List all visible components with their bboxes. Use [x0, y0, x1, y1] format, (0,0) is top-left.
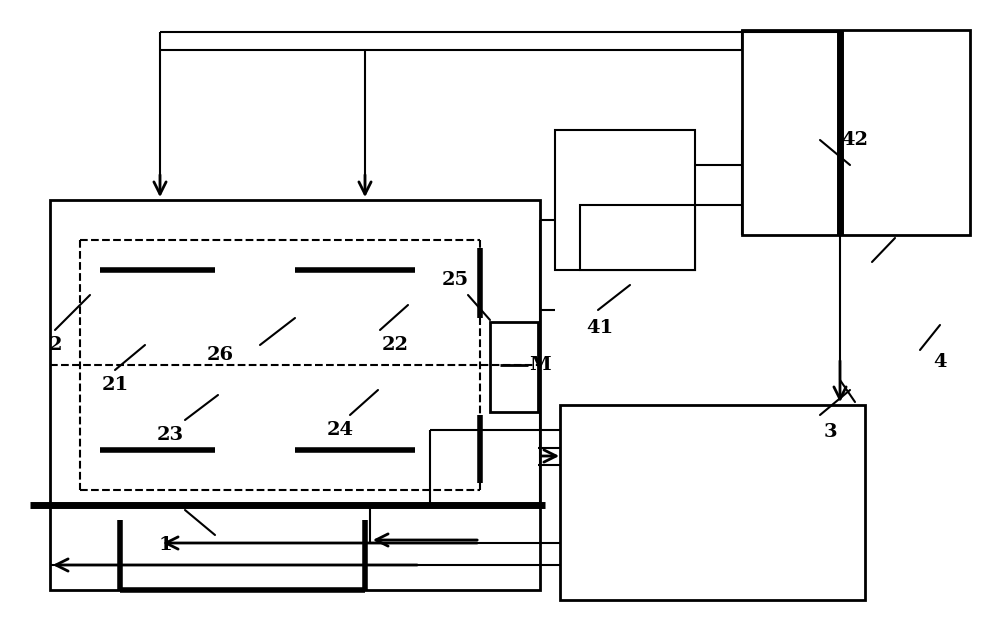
Text: 41: 41	[586, 319, 614, 337]
Text: 21: 21	[101, 376, 129, 394]
Text: 23: 23	[156, 426, 184, 444]
Text: 3: 3	[823, 423, 837, 441]
Bar	[580, 205, 695, 270]
Bar	[50, 200, 540, 590]
Text: 2: 2	[48, 336, 62, 354]
Text: 1: 1	[158, 536, 172, 554]
Text: 4: 4	[933, 353, 947, 371]
Bar	[742, 30, 970, 235]
Text: M: M	[529, 356, 551, 374]
Bar	[560, 405, 865, 600]
Text: 25: 25	[441, 271, 469, 289]
Text: 26: 26	[206, 346, 234, 364]
Text: 42: 42	[842, 131, 868, 149]
Text: 24: 24	[326, 421, 354, 439]
Text: 22: 22	[382, 336, 409, 354]
Bar	[490, 322, 538, 412]
Bar	[555, 130, 695, 270]
